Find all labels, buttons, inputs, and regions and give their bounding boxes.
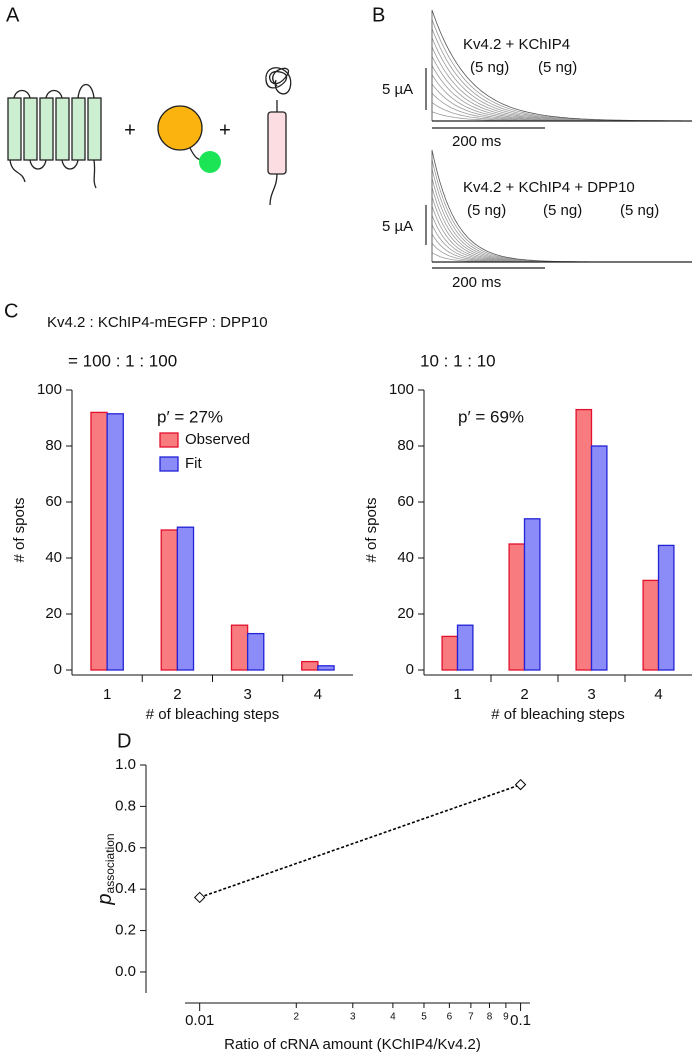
y-tick-label: 0.0 [115, 963, 136, 980]
scale-current: 5 µA [382, 81, 413, 98]
y-tick-label: 0 [406, 661, 414, 678]
trace-amount: (5 ng) [467, 202, 506, 219]
trace-amount: (5 ng) [538, 59, 577, 76]
y-axis-label-sub: association [103, 833, 117, 893]
x-tick-label: 1 [453, 686, 461, 703]
data-point [514, 778, 527, 791]
subtitle: 10 : 1 : 10 [420, 351, 496, 370]
ratio-header: Kv4.2 : KChIP4-mEGFP : DPP10 [47, 314, 268, 331]
y-tick-label: 0.2 [115, 922, 136, 939]
scale-current: 5 µA [382, 218, 413, 235]
x-tick-label: 3 [350, 1012, 356, 1023]
y-tick-label: 0.8 [115, 797, 136, 814]
panel-label: C [4, 300, 18, 322]
plus-sign: + [219, 119, 231, 141]
scale-time: 200 ms [452, 133, 501, 150]
x-axis-label: # of bleaching steps [146, 706, 279, 723]
y-tick-label: 60 [397, 493, 414, 510]
trace-amount: (5 ng) [470, 59, 509, 76]
trace-amount: (5 ng) [620, 202, 659, 219]
x-tick-label: 0.01 [185, 1012, 214, 1029]
y-tick-label: 40 [45, 549, 62, 566]
legend-label: Observed [185, 431, 250, 448]
bar [523, 518, 541, 671]
y-tick-label: 20 [45, 605, 62, 622]
y-tick-label: 0.4 [115, 880, 136, 897]
bar [160, 529, 179, 671]
bar [317, 665, 335, 671]
bar [642, 579, 660, 671]
subtitle: = 100 : 1 : 100 [68, 351, 177, 370]
y-tick-label: 60 [45, 493, 62, 510]
x-tick-label: 4 [390, 1012, 396, 1023]
x-tick-label: 2 [293, 1012, 299, 1023]
y-axis-label-main: p [94, 893, 116, 905]
bar [657, 544, 675, 671]
y-tick-label: 0.6 [115, 839, 136, 856]
x-tick-label: 7 [468, 1012, 474, 1023]
annotation: p′ = 69% [458, 407, 524, 426]
bar [590, 445, 608, 671]
trace [431, 187, 689, 263]
x-tick-label: 4 [654, 686, 662, 703]
bar [441, 635, 459, 671]
bar [301, 660, 319, 671]
channel-diagram [7, 83, 102, 189]
y-tick-label: 40 [397, 549, 414, 566]
x-tick-label: 0.1 [510, 1012, 531, 1029]
current-traces [425, 9, 692, 269]
x-tick-label: 3 [587, 686, 595, 703]
panel-label: A [6, 4, 20, 26]
y-tick-label: 20 [397, 605, 414, 622]
trace-title: Kv4.2 + KChIP4 [463, 36, 570, 53]
y-tick-label: 80 [45, 437, 62, 454]
y-axis-label: passociation [94, 833, 117, 905]
dpp-diagram [265, 67, 292, 206]
bar [508, 543, 526, 671]
plus-sign: + [124, 119, 136, 141]
bar [575, 408, 593, 671]
x-tick-label: 6 [447, 1012, 453, 1023]
legend-swatch [159, 432, 179, 448]
panel-label: D [117, 730, 131, 752]
legend-swatch [159, 456, 179, 472]
bar [176, 526, 195, 671]
data-line [199, 783, 521, 899]
x-tick-label: 9 [503, 1012, 509, 1023]
x-axis-label: Ratio of cRNA amount (KChIP4/Kv4.2) [224, 1036, 481, 1052]
y-tick-label: 80 [397, 437, 414, 454]
y-axis-label: # of spots [11, 497, 28, 562]
y-axis-label: # of spots [363, 497, 380, 562]
annotation: p′ = 27% [157, 407, 223, 426]
y-tick-label: 1.0 [115, 756, 136, 773]
x-tick-label: 1 [103, 686, 111, 703]
x-tick-label: 2 [173, 686, 181, 703]
trace-title: Kv4.2 + KChIP4 + DPP10 [463, 179, 635, 196]
x-axis-label: # of bleaching steps [491, 706, 624, 723]
x-tick-label: 4 [314, 686, 322, 703]
x-tick-label: 2 [520, 686, 528, 703]
y-tick-label: 100 [37, 381, 62, 398]
legend-label: Fit [185, 455, 202, 472]
x-tick-label: 8 [487, 1012, 493, 1023]
y-tick-label: 100 [389, 381, 414, 398]
panel-label: B [372, 4, 385, 26]
bar [106, 413, 124, 671]
bar [90, 411, 108, 671]
bar [456, 624, 474, 671]
kchip-diagram [157, 105, 221, 173]
bar [246, 632, 265, 671]
data-point [193, 891, 206, 904]
trace-amount: (5 ng) [543, 202, 582, 219]
x-tick-label: 5 [421, 1012, 427, 1023]
bar [230, 624, 249, 671]
x-tick-label: 3 [243, 686, 251, 703]
scale-time: 200 ms [452, 274, 501, 291]
y-tick-label: 0 [54, 661, 62, 678]
